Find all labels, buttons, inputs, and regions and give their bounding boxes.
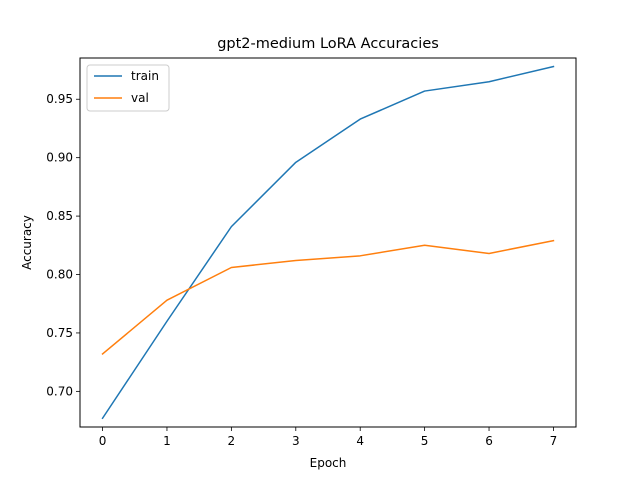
- legend: train val: [86, 64, 170, 112]
- y-tick-label: 0.85: [46, 209, 73, 223]
- x-axis: 0 1 2 3 4 5 6 7: [99, 427, 558, 448]
- y-tick-label: 0.70: [46, 384, 73, 398]
- legend-label-train: train: [131, 69, 159, 83]
- series-line-train: [101, 65, 555, 420]
- legend-label-val: val: [131, 91, 149, 105]
- y-tick-label: 0.95: [46, 92, 73, 106]
- x-tick-label: 1: [163, 434, 171, 448]
- chart-title: gpt2-medium LoRA Accuracies: [217, 36, 439, 52]
- y-tick-label: 0.75: [46, 326, 73, 340]
- y-tick-label: 0.90: [46, 151, 73, 165]
- x-tick-label: 5: [421, 434, 429, 448]
- x-tick-label: 7: [550, 434, 558, 448]
- series-layer: [101, 65, 555, 420]
- plot-area-frame: [79, 57, 577, 428]
- x-tick-label: 4: [356, 434, 364, 448]
- x-tick-label: 6: [485, 434, 493, 448]
- x-axis-label: Epoch: [310, 456, 347, 470]
- x-tick-label: 0: [99, 434, 107, 448]
- y-tick-label: 0.80: [46, 268, 73, 282]
- x-tick-label: 2: [228, 434, 236, 448]
- y-axis-label: Accuracy: [20, 215, 34, 270]
- y-axis: 0.70 0.75 0.80 0.85 0.90 0.95: [46, 92, 80, 398]
- series-line-val: [101, 239, 555, 356]
- x-tick-label: 3: [292, 434, 300, 448]
